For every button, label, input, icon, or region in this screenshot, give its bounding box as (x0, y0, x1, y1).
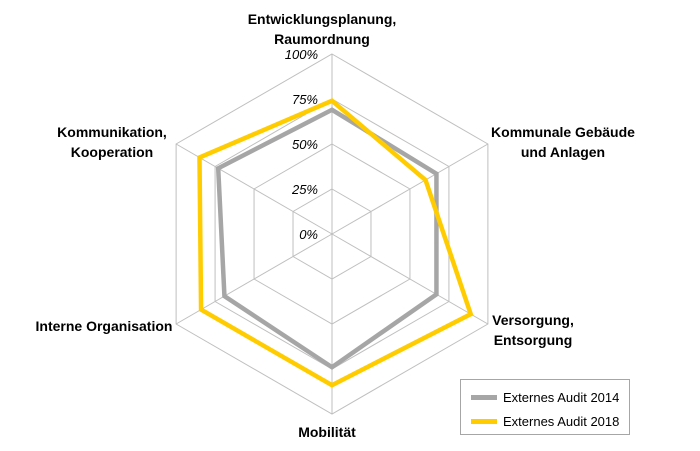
grid-spoke-2 (331, 233, 489, 325)
axis-label-4: Interne Organisation (36, 318, 173, 334)
grid-spoke-5 (175, 143, 333, 235)
category-labels: Entwicklungsplanung, Raumordnung Kommunale… (36, 11, 636, 440)
axis-label-5: Kommunikation, Kooperation (57, 124, 167, 160)
axis-label-0-line-0: Entwicklungsplanung, (248, 11, 397, 27)
axis-label-5-line-1: Kooperation (71, 144, 153, 160)
legend: Externes Audit 2014 Externes Audit 2018 (460, 379, 630, 435)
axis-label-5-line-0: Kommunikation, (57, 124, 167, 140)
axis-label-3: Mobilität (298, 424, 356, 440)
axis-label-0-line-1: Raumordnung (274, 31, 370, 47)
tick-label-1: 25% (291, 182, 318, 197)
legend-label-2018: Externes Audit 2018 (503, 413, 620, 429)
series-line-1 (197, 98, 474, 388)
axis-label-1: Kommunale Gebäude und Anlagen (491, 124, 635, 160)
tick-label-0: 0% (299, 227, 318, 242)
axis-label-3-line-0: Mobilität (298, 424, 356, 440)
series-layer (197, 98, 474, 388)
series-line-0 (215, 107, 439, 370)
tick-label-2: 50% (292, 137, 318, 152)
axis-label-2-line-1: Entsorgung (494, 332, 573, 348)
legend-swatch-2018 (471, 418, 497, 424)
axis-label-1-line-0: Kommunale Gebäude (491, 124, 635, 140)
axis-label-1-line-1: und Anlagen (521, 144, 605, 160)
axis-label-2-line-0: Versorgung, (492, 312, 574, 328)
legend-item-2014: Externes Audit 2014 (471, 388, 619, 406)
axis-label-0: Entwicklungsplanung, Raumordnung (248, 11, 397, 47)
legend-item-2018: Externes Audit 2018 (471, 412, 619, 430)
tick-layer: 0% 25% 50% 75% 100% (285, 47, 318, 242)
axis-label-2: Versorgung, Entsorgung (492, 312, 574, 348)
legend-label-2014: Externes Audit 2014 (503, 389, 620, 405)
tick-label-4: 100% (285, 47, 318, 62)
grid-spoke-1 (331, 143, 489, 235)
legend-swatch-2014 (471, 394, 497, 400)
axis-label-4-line-0: Interne Organisation (36, 318, 173, 334)
tick-label-3: 75% (292, 92, 318, 107)
